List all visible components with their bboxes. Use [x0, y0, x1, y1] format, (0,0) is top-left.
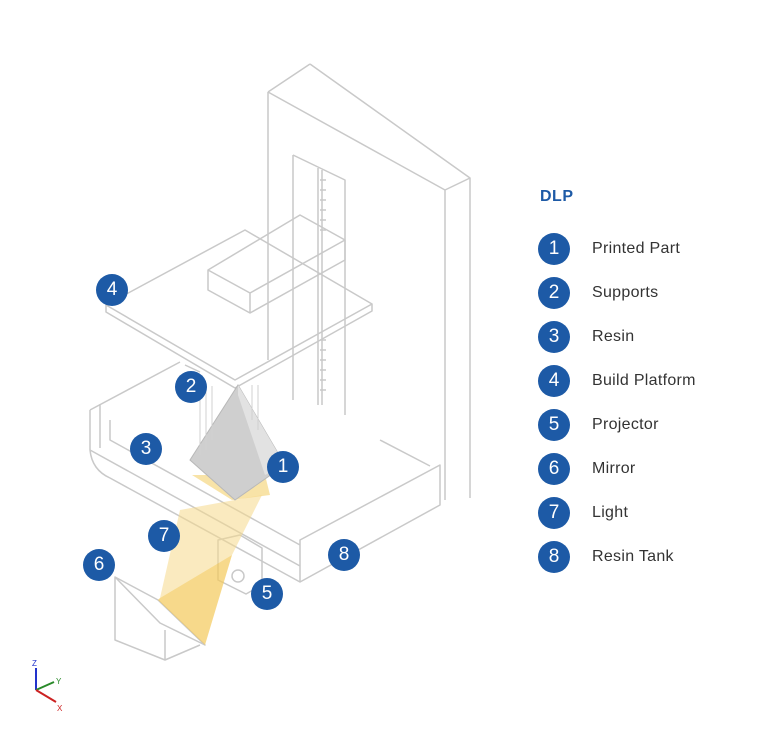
axis-z-label: Z [32, 659, 37, 668]
legend-title: DLP [540, 188, 574, 205]
callout-3: 3 [130, 433, 162, 465]
legend-label: Printed Part [592, 240, 681, 257]
light-beam-lower [160, 495, 262, 598]
legend-label: Projector [592, 416, 659, 433]
legend-label: Supports [592, 284, 659, 301]
build-platform-outline [105, 229, 373, 389]
legend-item: 2 Supports [538, 271, 696, 315]
legend-number: 7 [538, 497, 570, 529]
legend-number: 6 [538, 453, 570, 485]
legend-number: 1 [538, 233, 570, 265]
legend-item: 1 Printed Part [538, 227, 696, 271]
legend-item: 5 Projector [538, 403, 696, 447]
legend-number: 8 [538, 541, 570, 573]
legend-label: Light [592, 504, 629, 521]
legend-item: 4 Build Platform [538, 359, 696, 403]
legend-label: Build Platform [592, 372, 696, 389]
legend: 1 Printed Part 2 Supports 3 Resin 4 Build Pl… [538, 227, 696, 579]
callout-4: 4 [96, 274, 128, 306]
platform-arm [207, 214, 346, 314]
vertical-rail [292, 154, 346, 415]
legend-label: Resin [592, 328, 635, 345]
legend-item: 3 Resin [538, 315, 696, 359]
callout-6: 6 [83, 549, 115, 581]
legend-item: 6 Mirror [538, 447, 696, 491]
legend-label: Resin Tank [592, 548, 674, 565]
legend-number: 4 [538, 365, 570, 397]
callout-8: 8 [328, 539, 360, 571]
callout-7: 7 [148, 520, 180, 552]
axis-x-label: X [57, 704, 63, 713]
axis-indicator: Z Y X [32, 659, 63, 713]
tower-frame [267, 63, 471, 500]
legend-number: 3 [538, 321, 570, 353]
legend-number: 2 [538, 277, 570, 309]
legend-label: Mirror [592, 460, 636, 477]
legend-item: 7 Light [538, 491, 696, 535]
callout-2: 2 [175, 371, 207, 403]
axis-y-label: Y [56, 677, 62, 686]
legend-item: 8 Resin Tank [538, 535, 696, 579]
callout-5: 5 [251, 578, 283, 610]
legend-number: 5 [538, 409, 570, 441]
callout-1: 1 [267, 451, 299, 483]
light-beam-bottom [158, 555, 232, 645]
